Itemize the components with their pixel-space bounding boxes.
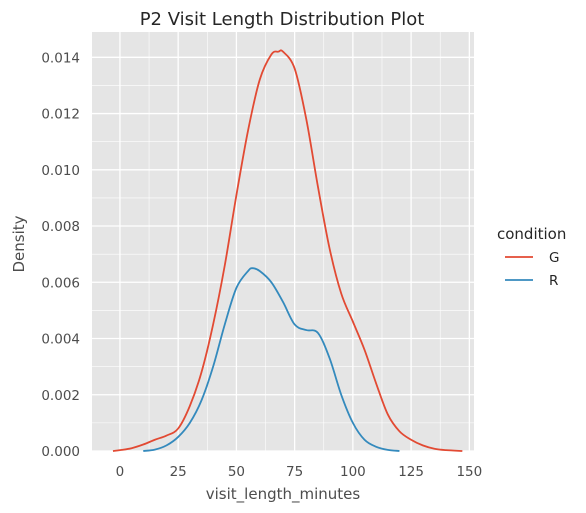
x-tick-label: 100 bbox=[340, 464, 366, 480]
y-tick-label: 0.012 bbox=[41, 107, 80, 123]
x-axis-label: visit_length_minutes bbox=[206, 485, 361, 504]
series-lines bbox=[112, 49, 463, 452]
x-tick-label: 125 bbox=[398, 464, 424, 480]
legend-title: condition bbox=[497, 225, 566, 243]
y-tick-label: 0.006 bbox=[41, 275, 80, 291]
y-tick-label: 0.010 bbox=[41, 163, 80, 179]
y-tick-label: 0.000 bbox=[41, 444, 80, 460]
y-tick-label: 0.004 bbox=[41, 332, 80, 348]
plot-area bbox=[92, 32, 474, 451]
y-tick-label: 0.014 bbox=[41, 50, 80, 66]
y-axis: 0.000 0.002 0.004 0.006 0.008 0.010 0.012 0.014 bbox=[41, 50, 80, 460]
y-tick-label: 0.008 bbox=[41, 219, 80, 235]
series-line-R bbox=[143, 267, 400, 452]
x-tick-label: 150 bbox=[456, 464, 482, 480]
legend: condition GR bbox=[497, 225, 566, 289]
grid bbox=[92, 32, 474, 452]
x-tick-label: 50 bbox=[228, 464, 245, 480]
x-tick-label: 75 bbox=[286, 464, 303, 480]
x-axis: 0 25 50 75 100 125 150 bbox=[116, 464, 483, 480]
x-tick-label: 25 bbox=[170, 464, 187, 480]
y-axis-label: Density bbox=[10, 215, 28, 272]
y-tick-label: 0.002 bbox=[41, 388, 80, 404]
series-line-G bbox=[112, 49, 463, 452]
x-tick-label: 0 bbox=[116, 464, 125, 480]
legend-label-R: R bbox=[549, 273, 558, 289]
chart-title: P2 Visit Length Distribution Plot bbox=[140, 9, 425, 30]
legend-label-G: G bbox=[549, 250, 559, 266]
